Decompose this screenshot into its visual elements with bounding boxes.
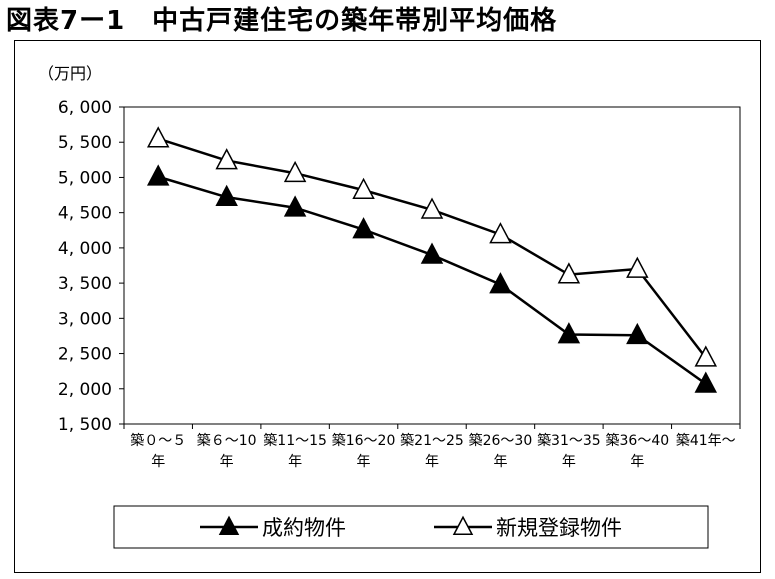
data-point-contracted bbox=[283, 195, 307, 217]
legend-marker-new-listing bbox=[452, 515, 474, 536]
legend: 成約物件 新規登録物件 bbox=[113, 505, 709, 549]
x-tick-label-line2: 年 bbox=[220, 454, 234, 470]
x-tick-label: 築41年～ bbox=[676, 433, 736, 449]
data-point-new-listing bbox=[283, 160, 307, 183]
x-tick-label: 築31～35 bbox=[537, 433, 601, 449]
data-point-new-listing bbox=[626, 256, 649, 278]
x-tick-label: 築36～40 bbox=[606, 433, 670, 449]
data-point-new-listing bbox=[489, 222, 512, 244]
data-point-new-listing bbox=[146, 126, 170, 148]
y-tick-label: 5, 500 bbox=[58, 133, 112, 153]
data-point-new-listing bbox=[215, 148, 238, 170]
x-tick-label: 築26～30 bbox=[469, 433, 533, 449]
chart-frame bbox=[14, 40, 761, 573]
data-point-contracted bbox=[557, 322, 581, 344]
x-tick-label-line2: 年 bbox=[493, 454, 507, 470]
data-point-contracted bbox=[146, 164, 170, 186]
x-tick-label: 築０～５ bbox=[130, 433, 186, 449]
x-tick-label: 築16～20 bbox=[332, 433, 396, 449]
x-tick-label-line2: 年 bbox=[630, 454, 644, 470]
data-point-new-listing bbox=[557, 262, 581, 284]
data-point-contracted bbox=[420, 242, 444, 264]
legend-label-new-listing: 新規登録物件 bbox=[496, 516, 622, 540]
x-tick-label-line2: 年 bbox=[288, 454, 302, 470]
figure-title: 図表7ー1 中古戸建住宅の築年帯別平均価格 bbox=[6, 6, 558, 36]
legend-marker-contracted bbox=[218, 515, 240, 536]
data-point-contracted bbox=[626, 322, 649, 345]
y-tick-label: 2, 000 bbox=[58, 380, 112, 400]
y-tick-label: 3, 500 bbox=[58, 274, 112, 294]
x-tick-label: 築21～25 bbox=[400, 433, 464, 449]
data-point-new-listing bbox=[352, 177, 375, 199]
x-tick-label-line2: 年 bbox=[151, 454, 165, 470]
y-axis-unit-label: （万円） bbox=[38, 64, 102, 83]
y-tick-label: 5, 000 bbox=[58, 168, 112, 188]
data-point-contracted bbox=[352, 217, 375, 239]
x-tick-label: 築６～10 bbox=[197, 433, 257, 449]
plot-border bbox=[123, 106, 741, 425]
x-tick-label-line2: 年 bbox=[562, 454, 576, 470]
data-point-new-listing bbox=[420, 197, 444, 219]
y-tick-label: 3, 000 bbox=[58, 309, 112, 329]
x-tick-label-line2: 年 bbox=[357, 454, 371, 470]
data-point-contracted bbox=[489, 272, 512, 294]
legend-label-contracted: 成約物件 bbox=[262, 516, 346, 540]
y-tick-label: 4, 000 bbox=[58, 239, 112, 259]
data-point-contracted bbox=[215, 184, 238, 207]
y-tick-label: 2, 500 bbox=[58, 345, 112, 365]
data-point-new-listing bbox=[694, 345, 718, 367]
plot-area: 6, 000 5, 500 5, 000 4, 500 4, 000 3, 500 3, 0… bbox=[58, 98, 741, 470]
x-tick-label: 築11～15 bbox=[263, 433, 327, 449]
y-tick-label: 6, 000 bbox=[58, 98, 112, 118]
y-tick-label: 1, 500 bbox=[58, 415, 112, 435]
x-tick-label-line2: 年 bbox=[425, 454, 439, 470]
y-tick-label: 4, 500 bbox=[58, 204, 112, 224]
data-point-contracted bbox=[694, 371, 718, 393]
